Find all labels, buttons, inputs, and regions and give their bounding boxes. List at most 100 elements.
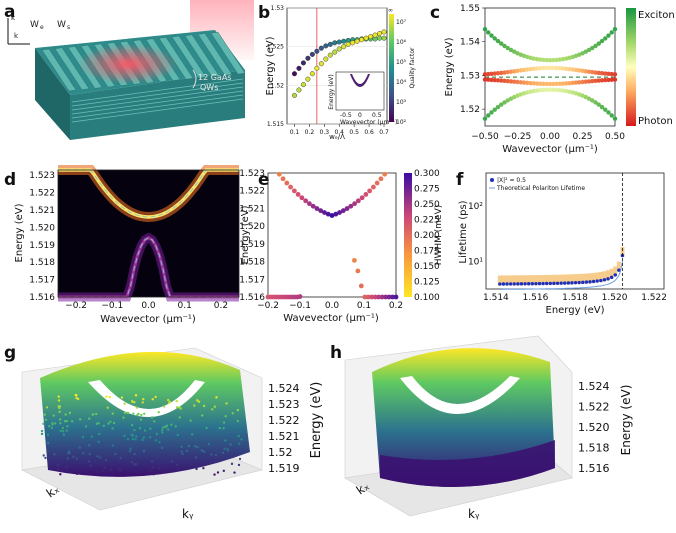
point-g [210, 453, 213, 456]
point-f [617, 268, 621, 272]
point-g [202, 450, 206, 453]
point-g [238, 457, 242, 461]
grating-ridge [54, 47, 90, 90]
series-b [291, 29, 387, 98]
point-c-branch-up [599, 78, 605, 83]
point-g [155, 432, 159, 436]
errorbar-f [569, 274, 574, 285]
point-g [114, 452, 117, 456]
point-c-branch-down [554, 87, 559, 93]
point-c-branch-down [528, 89, 533, 94]
point-c-branch-down [609, 113, 614, 118]
point-b-lower [291, 92, 297, 98]
point-g [180, 445, 183, 448]
colorbar-tick-e: 0.225 [414, 216, 440, 226]
point-g [175, 406, 179, 409]
point-c-branch-down [486, 71, 491, 77]
yticks-c: 1.52 1.53 1.54 1.55 [460, 4, 485, 115]
point-c-branch-up [609, 77, 614, 82]
point-g [142, 450, 146, 453]
point-g [175, 399, 178, 403]
point-g [63, 420, 67, 423]
point-g [202, 466, 205, 470]
errorbar-f [505, 275, 510, 286]
point-c-branch-down [538, 66, 543, 71]
point-g [163, 425, 167, 428]
point-c-branch-up [599, 38, 605, 44]
point-c-branch-down [499, 102, 504, 107]
point-g [119, 469, 122, 472]
ytick-label-d: 1.516 [29, 293, 55, 303]
point-c-branch-up [609, 30, 614, 35]
point-c-branch-up [554, 81, 559, 87]
point-g [222, 421, 226, 424]
point-c-branch-down [596, 102, 601, 107]
point-b-lower [332, 49, 338, 55]
point-g [126, 437, 130, 441]
xtick-label-d: −0.2 [65, 301, 87, 311]
ztick-label-g: 1.523 [268, 398, 300, 411]
xticks-b: 0.1 0.2 0.3 0.4 0.5 0.6 0.7 [290, 124, 389, 136]
point-f [505, 282, 509, 286]
point-g [195, 467, 198, 471]
point-g [230, 462, 234, 466]
panel-b-chart: b 0.1 0.2 0.3 0.4 0.5 0.6 0.7 1.5151.521.5251.… [258, 3, 416, 141]
ztick-label-h: 1.524 [578, 380, 610, 393]
point-g [99, 456, 102, 459]
point-g [58, 418, 62, 421]
point-g [197, 400, 201, 403]
point-e-upper [307, 201, 312, 207]
inset-tick-2: 0.5 [372, 112, 382, 119]
point-e-lower-left [297, 294, 303, 299]
point-g [46, 441, 50, 445]
errorbar-f [580, 273, 585, 284]
point-c-branch-up [508, 79, 514, 84]
point-c-branch-up [518, 80, 523, 85]
xtick-label-f: 1.514 [483, 293, 509, 303]
point-g [207, 442, 211, 446]
ztick-label-g: 1.521 [268, 430, 300, 443]
point-e-lower-right [372, 294, 378, 300]
surface-h-base [380, 440, 555, 487]
point-c-branch-up [515, 79, 520, 85]
xticks-e: −0.2 −0.1 0.0 0.1 0.2 [257, 301, 403, 311]
point-g [166, 428, 170, 431]
point-c-branch-up [531, 81, 536, 86]
surface-g-cut [88, 380, 205, 417]
errorbar-f [515, 275, 520, 286]
point-g [97, 422, 100, 425]
point-e-upper [329, 213, 335, 218]
colorbar-tick-e: 0.275 [414, 185, 440, 195]
xlabel-d: Wavevector (μm⁻¹) [100, 314, 196, 325]
xtick-label-b: 0.1 [290, 129, 300, 136]
point-g [237, 463, 241, 467]
ztick-label-h: 1.522 [578, 401, 610, 414]
point-c-branch-down [612, 116, 618, 121]
point-g [142, 436, 146, 439]
point-g [88, 452, 91, 456]
point-b-lower [341, 44, 347, 50]
point-c-branch-down [486, 113, 491, 118]
label-qws-2: QWs [200, 83, 218, 92]
point-c-branch-down [603, 71, 608, 76]
point-c-branch-up [603, 36, 608, 41]
point-g [226, 449, 229, 452]
point-g [42, 454, 45, 457]
point-b-upper [381, 35, 387, 41]
point-g [221, 451, 225, 454]
point-f [613, 273, 617, 277]
point-c-branch-down [525, 67, 530, 72]
point-f [588, 280, 592, 284]
point-g [44, 418, 48, 421]
point-g [87, 444, 91, 447]
point-f [606, 277, 610, 281]
point-g [142, 397, 145, 401]
xtick-label-e: 0.0 [325, 301, 340, 311]
point-g [42, 422, 45, 425]
point-b-upper [314, 48, 320, 54]
ylabel-h: kᵧ [468, 507, 480, 521]
point-g [222, 427, 225, 430]
point-g [215, 396, 218, 399]
point-g [148, 435, 152, 439]
point-c-branch-down [505, 98, 510, 103]
